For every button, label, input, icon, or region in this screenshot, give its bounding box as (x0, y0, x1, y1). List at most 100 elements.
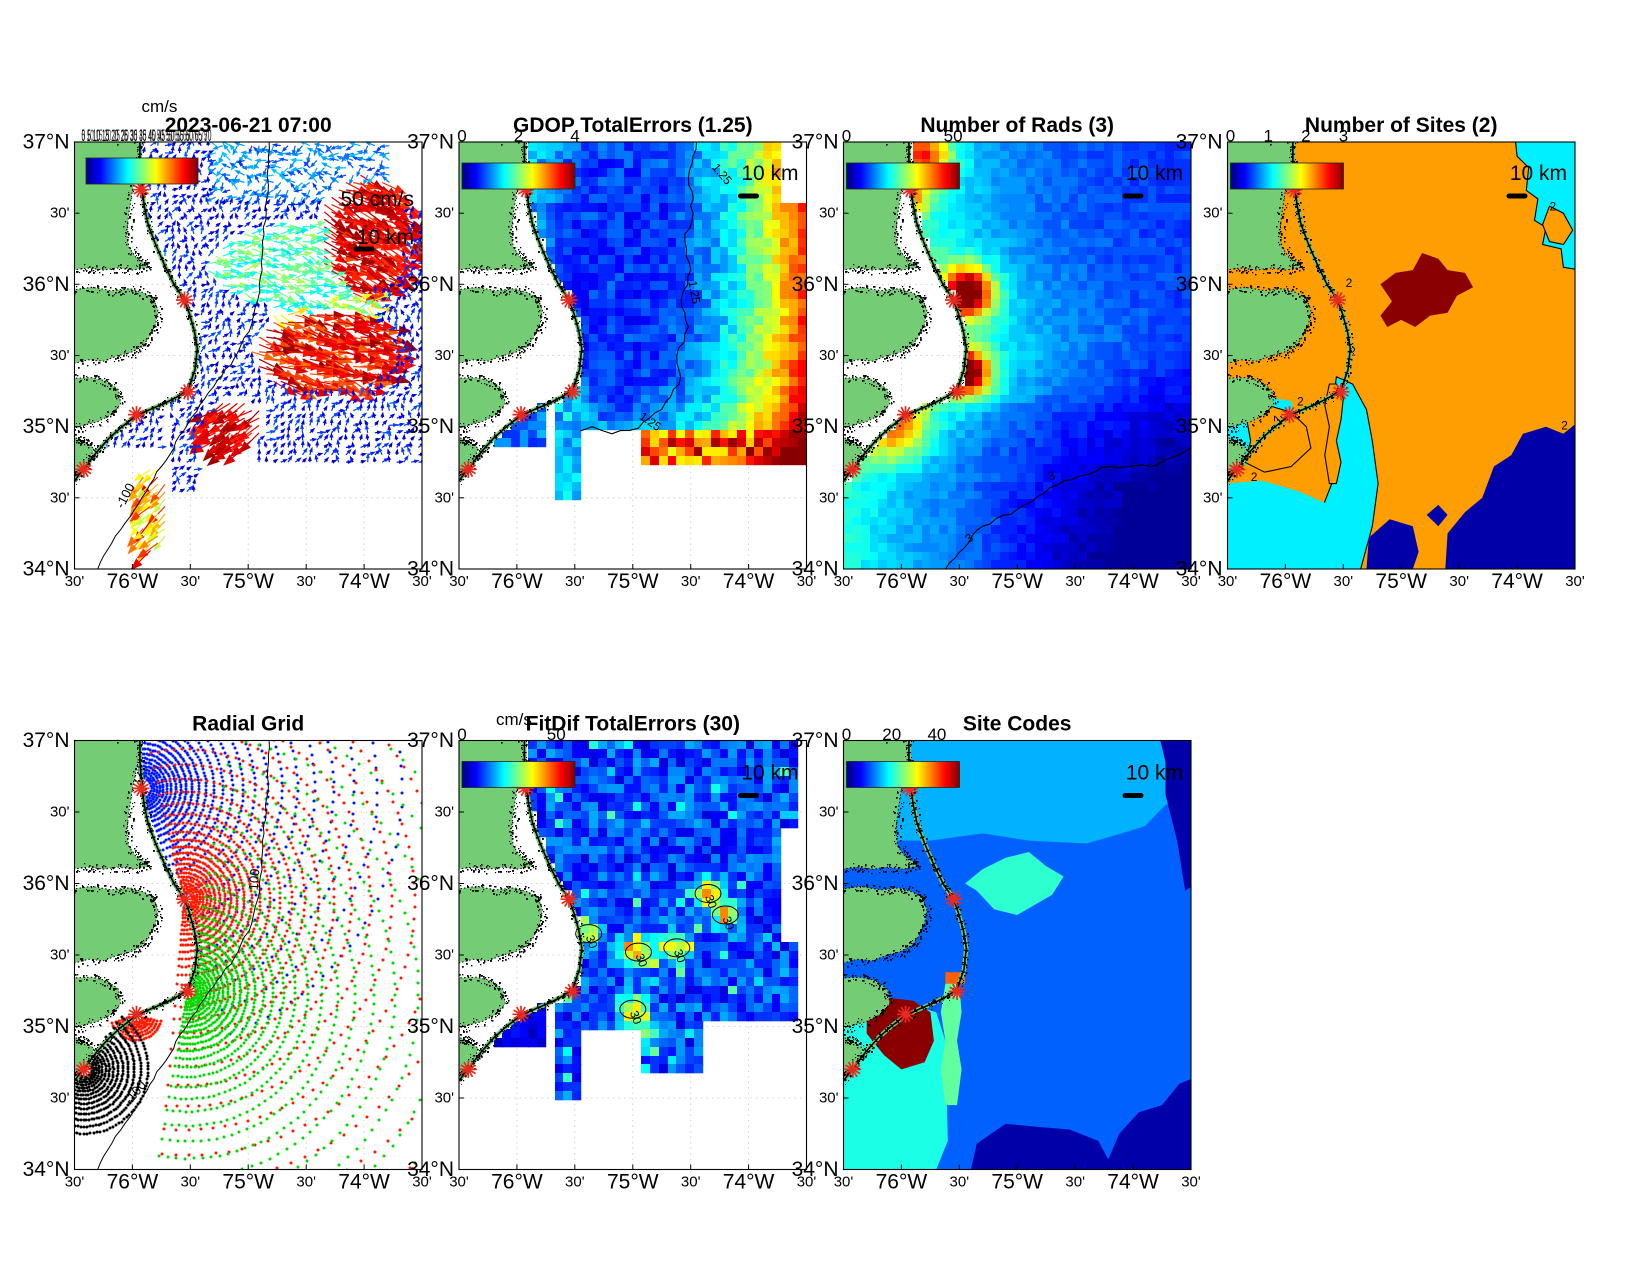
svg-text:30': 30' (1203, 347, 1223, 364)
svg-text:30': 30' (1334, 573, 1354, 590)
svg-text:30': 30' (819, 205, 839, 222)
svg-text:30': 30' (950, 1174, 970, 1191)
svg-text:76°W: 76°W (1260, 570, 1312, 593)
svg-text:34°N: 34°N (792, 558, 839, 581)
svg-text:2: 2 (1550, 199, 1557, 213)
svg-text:2: 2 (514, 127, 523, 146)
svg-text:76°W: 76°W (876, 1171, 928, 1194)
svg-text:30': 30' (50, 489, 70, 506)
svg-text:74°W: 74°W (723, 1171, 775, 1194)
svg-text:FitDif TotalErrors (30): FitDif TotalErrors (30) (526, 713, 740, 736)
svg-text:30': 30' (434, 947, 454, 964)
svg-text:30': 30' (1065, 1174, 1085, 1191)
svg-text:30': 30' (181, 1174, 201, 1191)
svg-text:37°N: 37°N (407, 729, 454, 752)
svg-text:3: 3 (1339, 127, 1348, 146)
svg-text:30': 30' (412, 1174, 432, 1191)
svg-text:36°N: 36°N (23, 273, 70, 296)
svg-text:35°N: 35°N (792, 1015, 839, 1038)
svg-text:cm/s: cm/s (496, 710, 532, 729)
svg-text:40: 40 (927, 725, 946, 744)
svg-text:30': 30' (565, 573, 585, 590)
svg-text:30': 30' (412, 573, 432, 590)
svg-text:35°N: 35°N (792, 415, 839, 438)
svg-text:2: 2 (1271, 415, 1285, 422)
svg-text:0: 0 (842, 127, 851, 146)
svg-text:0: 0 (457, 725, 466, 744)
svg-text:35°N: 35°N (23, 415, 70, 438)
svg-text:10 km: 10 km (1510, 162, 1567, 185)
svg-text:30': 30' (434, 489, 454, 506)
svg-text:30': 30' (50, 205, 70, 222)
svg-text:36°N: 36°N (407, 273, 454, 296)
svg-text:30': 30' (1218, 573, 1238, 590)
svg-text:30': 30' (834, 1174, 854, 1191)
svg-text:76°W: 76°W (107, 570, 159, 593)
svg-text:74°W: 74°W (338, 570, 390, 593)
svg-text:30: 30 (720, 914, 738, 932)
svg-text:30': 30' (1203, 205, 1223, 222)
svg-text:30': 30' (434, 205, 454, 222)
svg-text:35°N: 35°N (1176, 415, 1223, 438)
svg-text:30': 30' (819, 347, 839, 364)
svg-text:2: 2 (1251, 470, 1258, 484)
svg-text:74°W: 74°W (1107, 570, 1159, 593)
svg-text:30': 30' (1065, 573, 1085, 590)
svg-text:30': 30' (296, 573, 316, 590)
svg-text:0: 0 (842, 725, 851, 744)
svg-text:76°W: 76°W (876, 570, 928, 593)
svg-text:30': 30' (1449, 573, 1469, 590)
svg-text:30': 30' (50, 804, 70, 821)
svg-text:30': 30' (434, 804, 454, 821)
svg-text:30: 30 (627, 1009, 645, 1027)
svg-text:50: 50 (547, 725, 566, 744)
svg-text:0 5 10 15 20 25 30 35 40 45 50: 0 5 10 15 20 25 30 35 40 45 50 55 60 65 … (82, 126, 212, 145)
svg-text:36°N: 36°N (23, 872, 70, 895)
svg-text:30': 30' (797, 573, 817, 590)
svg-text:34°N: 34°N (407, 1158, 454, 1181)
svg-text:30': 30' (449, 573, 469, 590)
svg-text:GDOP TotalErrors (1.25): GDOP TotalErrors (1.25) (513, 114, 753, 137)
svg-text:30': 30' (50, 347, 70, 364)
svg-text:30': 30' (50, 1090, 70, 1107)
svg-text:4: 4 (570, 127, 579, 146)
svg-text:74°W: 74°W (723, 570, 775, 593)
svg-text:75°W: 75°W (222, 570, 274, 593)
svg-text:75°W: 75°W (991, 570, 1043, 593)
svg-text:30': 30' (65, 573, 85, 590)
svg-text:30': 30' (819, 489, 839, 506)
svg-text:Number of Sites (2): Number of Sites (2) (1305, 114, 1498, 137)
svg-text:50 cm/s: 50 cm/s (340, 188, 414, 211)
svg-text:0: 0 (457, 127, 466, 146)
svg-text:30': 30' (834, 573, 854, 590)
svg-text:35°N: 35°N (407, 1015, 454, 1038)
svg-text:2023-06-21 07:00: 2023-06-21 07:00 (165, 114, 332, 137)
svg-text:76°W: 76°W (491, 570, 543, 593)
svg-text:3: 3 (1046, 468, 1057, 484)
svg-text:34°N: 34°N (407, 558, 454, 581)
svg-text:20: 20 (882, 725, 901, 744)
svg-text:37°N: 37°N (792, 131, 839, 154)
svg-text:30': 30' (1181, 573, 1201, 590)
svg-text:Number of Rads (3): Number of Rads (3) (920, 114, 1114, 137)
svg-text:30': 30' (950, 573, 970, 590)
svg-text:30': 30' (681, 1174, 701, 1191)
svg-text:30': 30' (1181, 1174, 1201, 1191)
svg-text:36°N: 36°N (1176, 273, 1223, 296)
svg-text:30': 30' (819, 947, 839, 964)
svg-text:10 km: 10 km (1126, 762, 1183, 785)
svg-text:50: 50 (944, 127, 963, 146)
svg-text:2: 2 (1346, 276, 1353, 290)
svg-text:34°N: 34°N (23, 1158, 70, 1181)
svg-text:30': 30' (797, 1174, 817, 1191)
svg-text:2: 2 (1297, 394, 1304, 408)
svg-text:37°N: 37°N (23, 729, 70, 752)
svg-text:30': 30' (50, 947, 70, 964)
svg-text:30': 30' (681, 573, 701, 590)
svg-text:37°N: 37°N (23, 131, 70, 154)
svg-text:30': 30' (819, 1090, 839, 1107)
svg-text:0: 0 (1226, 127, 1235, 146)
svg-text:cm/s: cm/s (142, 97, 178, 116)
svg-text:34°N: 34°N (792, 1158, 839, 1181)
svg-text:37°N: 37°N (1176, 131, 1223, 154)
